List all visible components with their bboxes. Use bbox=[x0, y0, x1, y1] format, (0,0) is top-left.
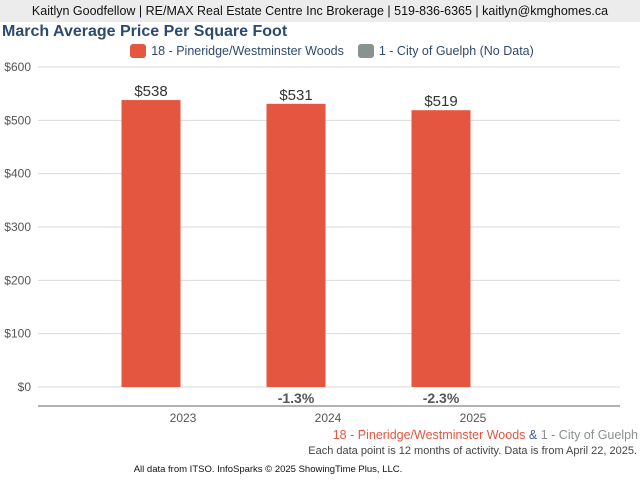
change-label: -1.3% bbox=[278, 390, 315, 406]
x-tick-label: 2024 bbox=[315, 411, 342, 425]
legend-swatch-secondary bbox=[357, 44, 374, 58]
footer-note: Each data point is 12 months of activity… bbox=[308, 445, 637, 457]
y-tick-label: $400 bbox=[4, 167, 31, 181]
chart-title: March Average Price Per Square Foot bbox=[2, 23, 288, 40]
y-tick-label: $300 bbox=[4, 220, 31, 234]
footer-series-primary: 18 - Pineridge/Westminster Woods bbox=[332, 428, 526, 442]
bar bbox=[266, 103, 326, 388]
footer-ampersand: & bbox=[528, 428, 538, 442]
legend-item-secondary[interactable]: 1 - City of Guelph (No Data) bbox=[357, 44, 534, 58]
y-tick-label: $500 bbox=[4, 113, 31, 127]
bar bbox=[411, 110, 471, 387]
legend-swatch-primary bbox=[130, 44, 147, 58]
change-label: -2.3% bbox=[423, 390, 460, 406]
legend: 18 - Pineridge/Westminster Woods 1 - Cit… bbox=[12, 44, 640, 58]
contact-header: Kaitlyn Goodfellow | RE/MAX Real Estate … bbox=[0, 0, 640, 22]
y-tick-label: $0 bbox=[18, 380, 32, 394]
x-tick-label: 2025 bbox=[460, 411, 487, 425]
footer-credit: All data from ITSO. InfoSparks © 2025 Sh… bbox=[133, 464, 403, 475]
legend-label-primary: 18 - Pineridge/Westminster Woods bbox=[151, 44, 344, 58]
bar-value-label: $538 bbox=[134, 83, 167, 100]
legend-item-primary[interactable]: 18 - Pineridge/Westminster Woods bbox=[130, 44, 344, 58]
legend-label-secondary: 1 - City of Guelph (No Data) bbox=[378, 44, 534, 58]
bar bbox=[121, 100, 181, 388]
y-tick-label: $600 bbox=[4, 60, 31, 74]
x-tick-label: 2023 bbox=[170, 411, 197, 425]
y-tick-label: $200 bbox=[4, 273, 31, 287]
bar-value-label: $519 bbox=[424, 93, 457, 110]
footer-series-line: 18 - Pineridge/Westminster Woods & 1 - C… bbox=[333, 428, 638, 442]
y-tick-label: $100 bbox=[4, 327, 31, 341]
bar-value-label: $531 bbox=[279, 87, 312, 104]
footer-series-secondary: 1 - City of Guelph bbox=[540, 428, 638, 442]
